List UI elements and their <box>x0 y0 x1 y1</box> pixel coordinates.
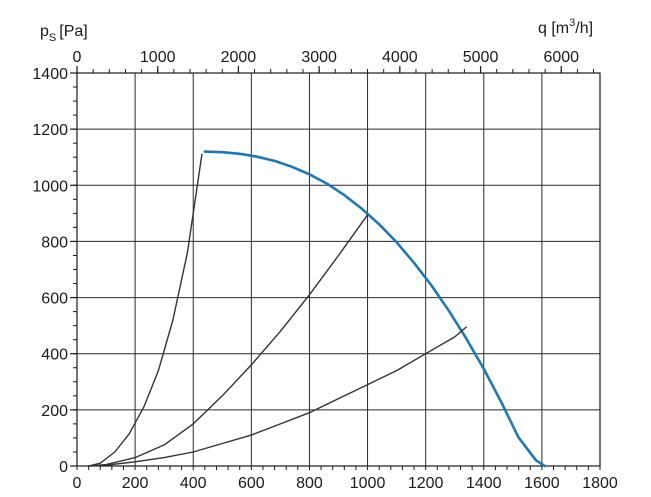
series-layer <box>87 150 547 468</box>
x-bottom-tick-label: 0 <box>73 475 82 492</box>
x-bottom-tick-label: 200 <box>122 475 149 492</box>
x-bottom-tick-label: 600 <box>238 475 265 492</box>
x-top-tick-label: 0 <box>73 49 82 66</box>
system-curve-line-2 <box>87 214 369 467</box>
x-top-tick-label: 6000 <box>543 49 579 66</box>
x-top-tick-label: 1000 <box>140 49 176 66</box>
x-bottom-tick-label: 800 <box>296 475 323 492</box>
plot-frame <box>76 72 601 467</box>
y-axis-title: pS [Pa] <box>40 23 88 44</box>
y-tick-label: 1400 <box>32 66 68 83</box>
system-curve-line-1 <box>87 153 203 467</box>
x-bottom-tick-label: 1800 <box>582 475 618 492</box>
x-top-tick-label: 3000 <box>301 49 337 66</box>
y-tick-label: 600 <box>41 291 68 308</box>
x-axis-top-title: q [m3/h] <box>538 17 593 37</box>
x-top-tick-label: 5000 <box>463 49 499 66</box>
y-tick-label: 400 <box>41 347 68 364</box>
y-tick-label: 0 <box>59 459 68 476</box>
y-tick-label: 200 <box>41 403 68 420</box>
y-axis-tick-labels: 0 200 400 600 800 1000 1200 1400 <box>32 66 68 476</box>
x-top-tick-label: 2000 <box>221 49 257 66</box>
y-tick-label: 1200 <box>32 122 68 139</box>
y-tick-label: 800 <box>41 234 68 251</box>
x-axis-top-tick-labels: 0 1000 2000 3000 4000 5000 6000 <box>73 49 580 66</box>
x-bottom-tick-label: 1400 <box>466 475 502 492</box>
x-bottom-tick-label: 1000 <box>350 475 386 492</box>
y-tick-label: 1000 <box>32 178 68 195</box>
x-top-tick-label: 4000 <box>382 49 418 66</box>
minor-ticks <box>70 66 601 470</box>
system-curve-line-3 <box>87 326 467 467</box>
x-bottom-tick-label: 400 <box>180 475 207 492</box>
x-axis-bottom-tick-labels: 0 200 400 600 800 1000 1200 1400 1600 1800 <box>73 475 618 492</box>
x-bottom-tick-label: 1200 <box>408 475 444 492</box>
fan-curve-line <box>203 150 547 468</box>
x-bottom-tick-label: 1600 <box>524 475 560 492</box>
